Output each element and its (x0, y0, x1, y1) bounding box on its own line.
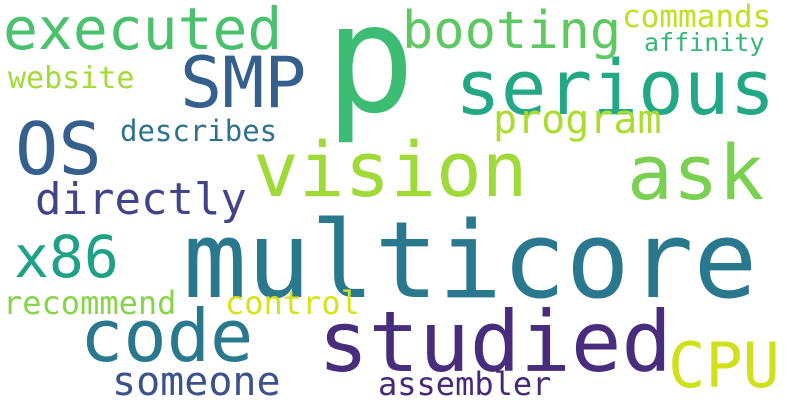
word-someone: someone (112, 359, 281, 400)
word-booting: booting (402, 1, 622, 61)
word-serious: serious (455, 43, 776, 132)
word-multicore: multicore (183, 199, 758, 322)
word-code: code (80, 294, 254, 378)
word-program: program (493, 97, 662, 143)
word-studied: studied (318, 293, 673, 391)
word-cpu: CPU (668, 329, 780, 400)
word-affinity: affinity (644, 28, 765, 57)
word-ask: ask (627, 128, 765, 217)
word-os: OS (15, 107, 102, 191)
word-vision: vision (253, 125, 528, 214)
word-website: website (8, 61, 135, 96)
word-executed: executed (3, 0, 283, 63)
word-x86: x86 (14, 223, 119, 291)
word-smp: SMP (180, 42, 307, 124)
word-commands: commands (622, 0, 772, 35)
word-control: control (225, 284, 360, 322)
word-assembler: assembler (378, 365, 552, 400)
word-recommend: recommend (3, 284, 177, 322)
word-describes: describes (120, 114, 278, 148)
word-directly: directly (35, 174, 247, 225)
word-p: p (325, 0, 416, 147)
